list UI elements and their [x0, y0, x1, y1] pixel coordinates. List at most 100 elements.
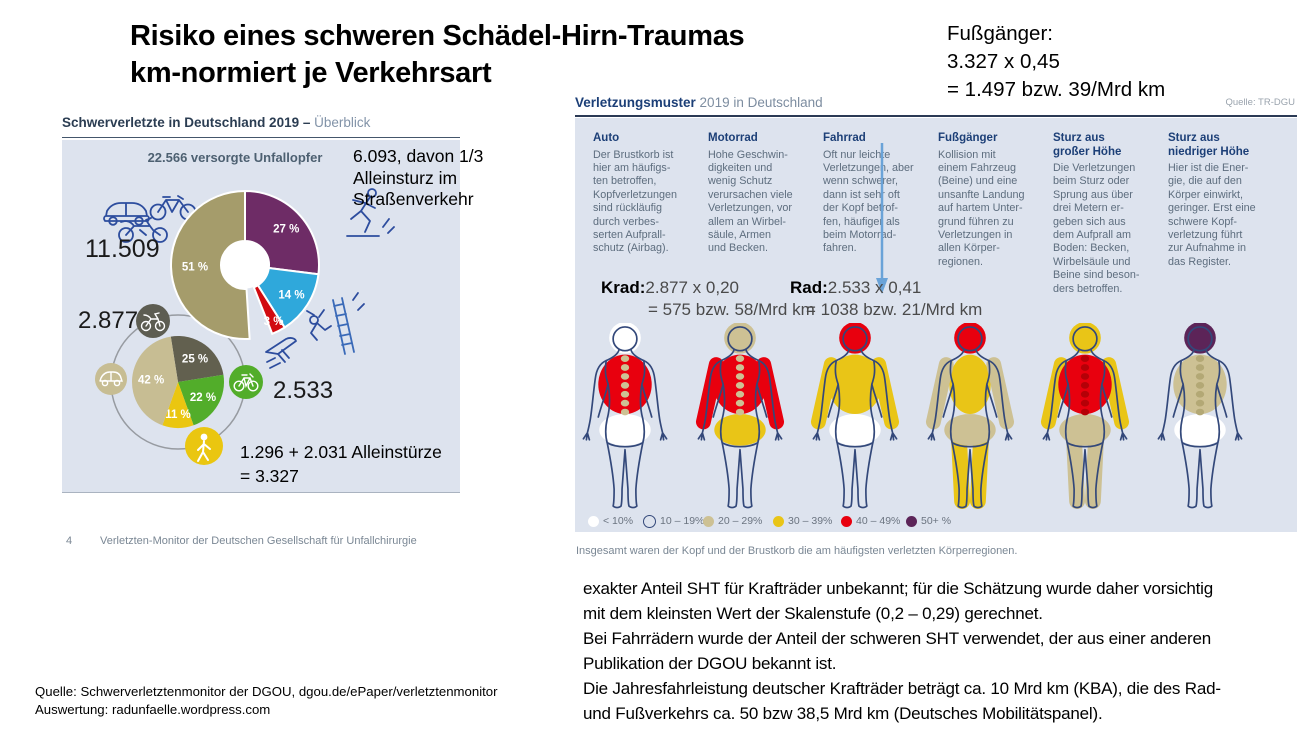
legend-label: 40 – 49% [856, 515, 901, 527]
legend-dot [906, 515, 917, 527]
legend-label: 50+ % [921, 515, 952, 527]
left-chart-header-bold: Schwerverletzte in Deutschland 2019 – [62, 115, 311, 130]
column-text: Die Verletzungen beim Sturz oder Sprung … [1053, 162, 1140, 295]
column-fussgaenger: Fußgänger Kollision mit einem Fahrzeug (B… [938, 132, 1041, 269]
figure-sturz-niedrige-hoehe [1157, 323, 1243, 509]
rad-calculation: Rad:2.533 x 0,41 = 1038 bzw. 21/Mrd km [790, 277, 982, 321]
figure-motorrad [695, 323, 785, 509]
legend-label: < 10% [603, 515, 634, 527]
legend-label: 20 – 29% [718, 515, 763, 527]
body-outline [1042, 326, 1128, 509]
knife-icon [265, 337, 297, 369]
krad-calc: 2.877 x 0,20 [645, 278, 739, 297]
legend-dot [588, 515, 599, 527]
motorcycle-white-icon [140, 312, 166, 332]
donut-segment [170, 189, 251, 340]
down-arrow [876, 143, 888, 294]
body-outline [1157, 326, 1243, 509]
slide-title: Risiko eines schweren Schädel-Hirn-Traum… [130, 20, 745, 89]
column-title: Sturz aus großer Höhe [1053, 132, 1122, 158]
car-icon [103, 202, 150, 222]
pie-label: 11 % [165, 409, 191, 421]
motorcycle-satellite [136, 304, 170, 338]
column-sturz-gross: Sturz aus großer Höhe Die Verletzungen be… [1053, 132, 1156, 296]
left-chart-header: Schwerverletzte in Deutschland 2019 – Üb… [62, 115, 460, 138]
figure-auto [582, 323, 668, 509]
source-line: Quelle: Schwerverletztenmonitor der DGOU… [35, 684, 498, 717]
pedestrian-satellite [185, 427, 223, 465]
right-chart-panel: Verletzungsmuster 2019 in Deutschland Qu… [575, 95, 1297, 575]
column-text: Hier ist die Ener- gie, die auf den Körp… [1168, 162, 1256, 268]
krad-label: Krad: [601, 278, 646, 297]
right-chart-source: Quelle: TR-DGU [1225, 97, 1295, 108]
injury-pattern-chart: Auto Der Brustkorb ist hier am häufigs- t… [575, 118, 1297, 532]
right-chart-header-bold: Verletzungsmuster [575, 95, 696, 110]
krad-line1: Krad:2.877 x 0,20 [601, 277, 815, 299]
body-outline [927, 326, 1013, 509]
legend: < 10% 10 – 19% 20 – 29% 30 – 39% 40 – 49% 50+… [575, 514, 1297, 530]
column-sturz-niedrig: Sturz aus niedriger Höhe Hier ist die Ene… [1168, 132, 1271, 269]
legend-label: 30 – 39% [788, 515, 833, 527]
count-krad: 2.877 [78, 307, 138, 334]
body-outline [582, 326, 668, 509]
column-motorrad: Motorrad Hohe Geschwin- digkeiten und wen… [708, 132, 811, 256]
donut-hole [221, 241, 269, 289]
donut-chart: 27 % 14 % 3 % 51 % [170, 189, 320, 340]
bicycle-white-icon [233, 373, 259, 392]
legend-label: 10 – 19% [660, 515, 705, 527]
injury-pie-chart: 25 % 22 % 11 % 42 % [131, 336, 224, 428]
pie-label: 22 % [190, 392, 216, 404]
left-chart-panel: Schwerverletzte in Deutschland 2019 – Üb… [62, 115, 460, 565]
footer-text: Verletzten-Monitor der Deutschen Gesells… [100, 535, 417, 547]
car-satellite [95, 363, 127, 395]
body-outline [697, 326, 783, 509]
column-text: Hohe Geschwin- digkeiten und wenig Schut… [708, 148, 793, 255]
sturz-annotation: 6.093, davon 1/3 Alleinsturz im Straßenv… [353, 146, 484, 209]
rad-line1: Rad:2.533 x 0,41 [790, 277, 982, 299]
legend-item: < 10% [588, 514, 633, 528]
right-chart-caption: Insgesamt waren der Kopf und der Brustko… [576, 545, 1018, 557]
bicycle-satellite [229, 365, 263, 399]
donut-label: 14 % [278, 289, 304, 301]
donut-label: 27 % [273, 224, 299, 236]
legend-item: 10 – 19% [643, 514, 704, 528]
legend-dot [773, 515, 784, 527]
column-text: Kollision mit einem Fahrzeug (Beine) und… [938, 148, 1025, 268]
slipping-person-icon [346, 188, 395, 237]
pie-segment [131, 336, 178, 426]
legend-dot [643, 514, 656, 528]
krad-result: = 575 bzw. 58/Mrd km [648, 300, 815, 319]
right-chart-header-light: 2019 in Deutschland [695, 95, 823, 110]
column-title: Motorrad [708, 132, 758, 144]
pie-label: 42 % [138, 374, 164, 386]
ladder-fall-icon [306, 292, 365, 355]
methodology-notes: exakter Anteil SHT für Krafträder unbeka… [583, 579, 1221, 723]
column-title: Fahrrad [823, 132, 866, 144]
count-rad: 2.533 [273, 377, 333, 404]
legend-dot [703, 515, 714, 527]
accident-victims-chart: 22.566 versorgte Unfallopfer [62, 140, 460, 493]
krad-calculation: Krad:2.877 x 0,20 = 575 bzw. 58/Mrd km [601, 277, 815, 321]
page-number: 4 [66, 535, 73, 547]
column-fahrrad: Fahrrad Oft nur leichte Verletzungen, abe… [823, 132, 926, 256]
figure-sturz-grosse-hoehe [1040, 323, 1130, 510]
legend-dot [841, 515, 852, 527]
rad-result: = 1038 bzw. 21/Mrd km [806, 300, 983, 319]
legend-item: 20 – 29% [703, 514, 762, 528]
pie-segment [162, 382, 194, 428]
count-strassenverkehr: 11.509 [85, 235, 160, 263]
legend-item: 40 – 49% [841, 514, 900, 528]
rad-label: Rad: [790, 278, 828, 297]
pie-segment [170, 336, 224, 382]
motorcycle-icon [118, 217, 168, 243]
donut-segment [244, 189, 320, 276]
pie-label: 25 % [182, 354, 208, 366]
column-title: Sturz aus niedriger Höhe [1168, 132, 1250, 158]
body-outline [812, 326, 898, 509]
column-title: Fußgänger [938, 132, 998, 144]
donut-segment [252, 283, 287, 336]
legend-item: 50+ % [906, 514, 951, 528]
car-white-icon [99, 371, 123, 387]
column-auto: Auto Der Brustkorb ist hier am häufigs- t… [593, 132, 696, 256]
